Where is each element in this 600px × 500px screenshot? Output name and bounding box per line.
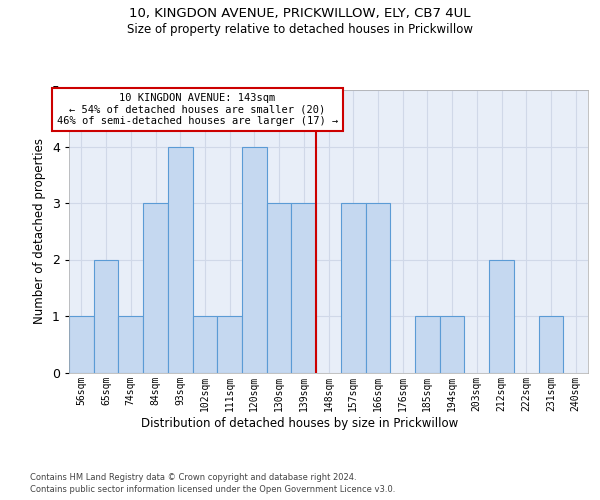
Bar — [69, 316, 94, 372]
Text: 10, KINGDON AVENUE, PRICKWILLOW, ELY, CB7 4UL: 10, KINGDON AVENUE, PRICKWILLOW, ELY, CB… — [129, 8, 471, 20]
Bar — [365, 203, 390, 372]
Bar — [242, 146, 267, 372]
Bar — [539, 316, 563, 372]
Bar — [217, 316, 242, 372]
Bar — [415, 316, 440, 372]
Bar — [118, 316, 143, 372]
Text: 10 KINGDON AVENUE: 143sqm
← 54% of detached houses are smaller (20)
46% of semi-: 10 KINGDON AVENUE: 143sqm ← 54% of detac… — [57, 93, 338, 126]
Bar — [267, 203, 292, 372]
Bar — [143, 203, 168, 372]
Bar — [292, 203, 316, 372]
Bar — [168, 146, 193, 372]
Text: Distribution of detached houses by size in Prickwillow: Distribution of detached houses by size … — [142, 418, 458, 430]
Bar — [193, 316, 217, 372]
Bar — [341, 203, 365, 372]
Bar — [489, 260, 514, 372]
Y-axis label: Number of detached properties: Number of detached properties — [34, 138, 46, 324]
Text: Size of property relative to detached houses in Prickwillow: Size of property relative to detached ho… — [127, 22, 473, 36]
Bar — [94, 260, 118, 372]
Bar — [440, 316, 464, 372]
Text: Contains public sector information licensed under the Open Government Licence v3: Contains public sector information licen… — [30, 485, 395, 494]
Text: Contains HM Land Registry data © Crown copyright and database right 2024.: Contains HM Land Registry data © Crown c… — [30, 472, 356, 482]
